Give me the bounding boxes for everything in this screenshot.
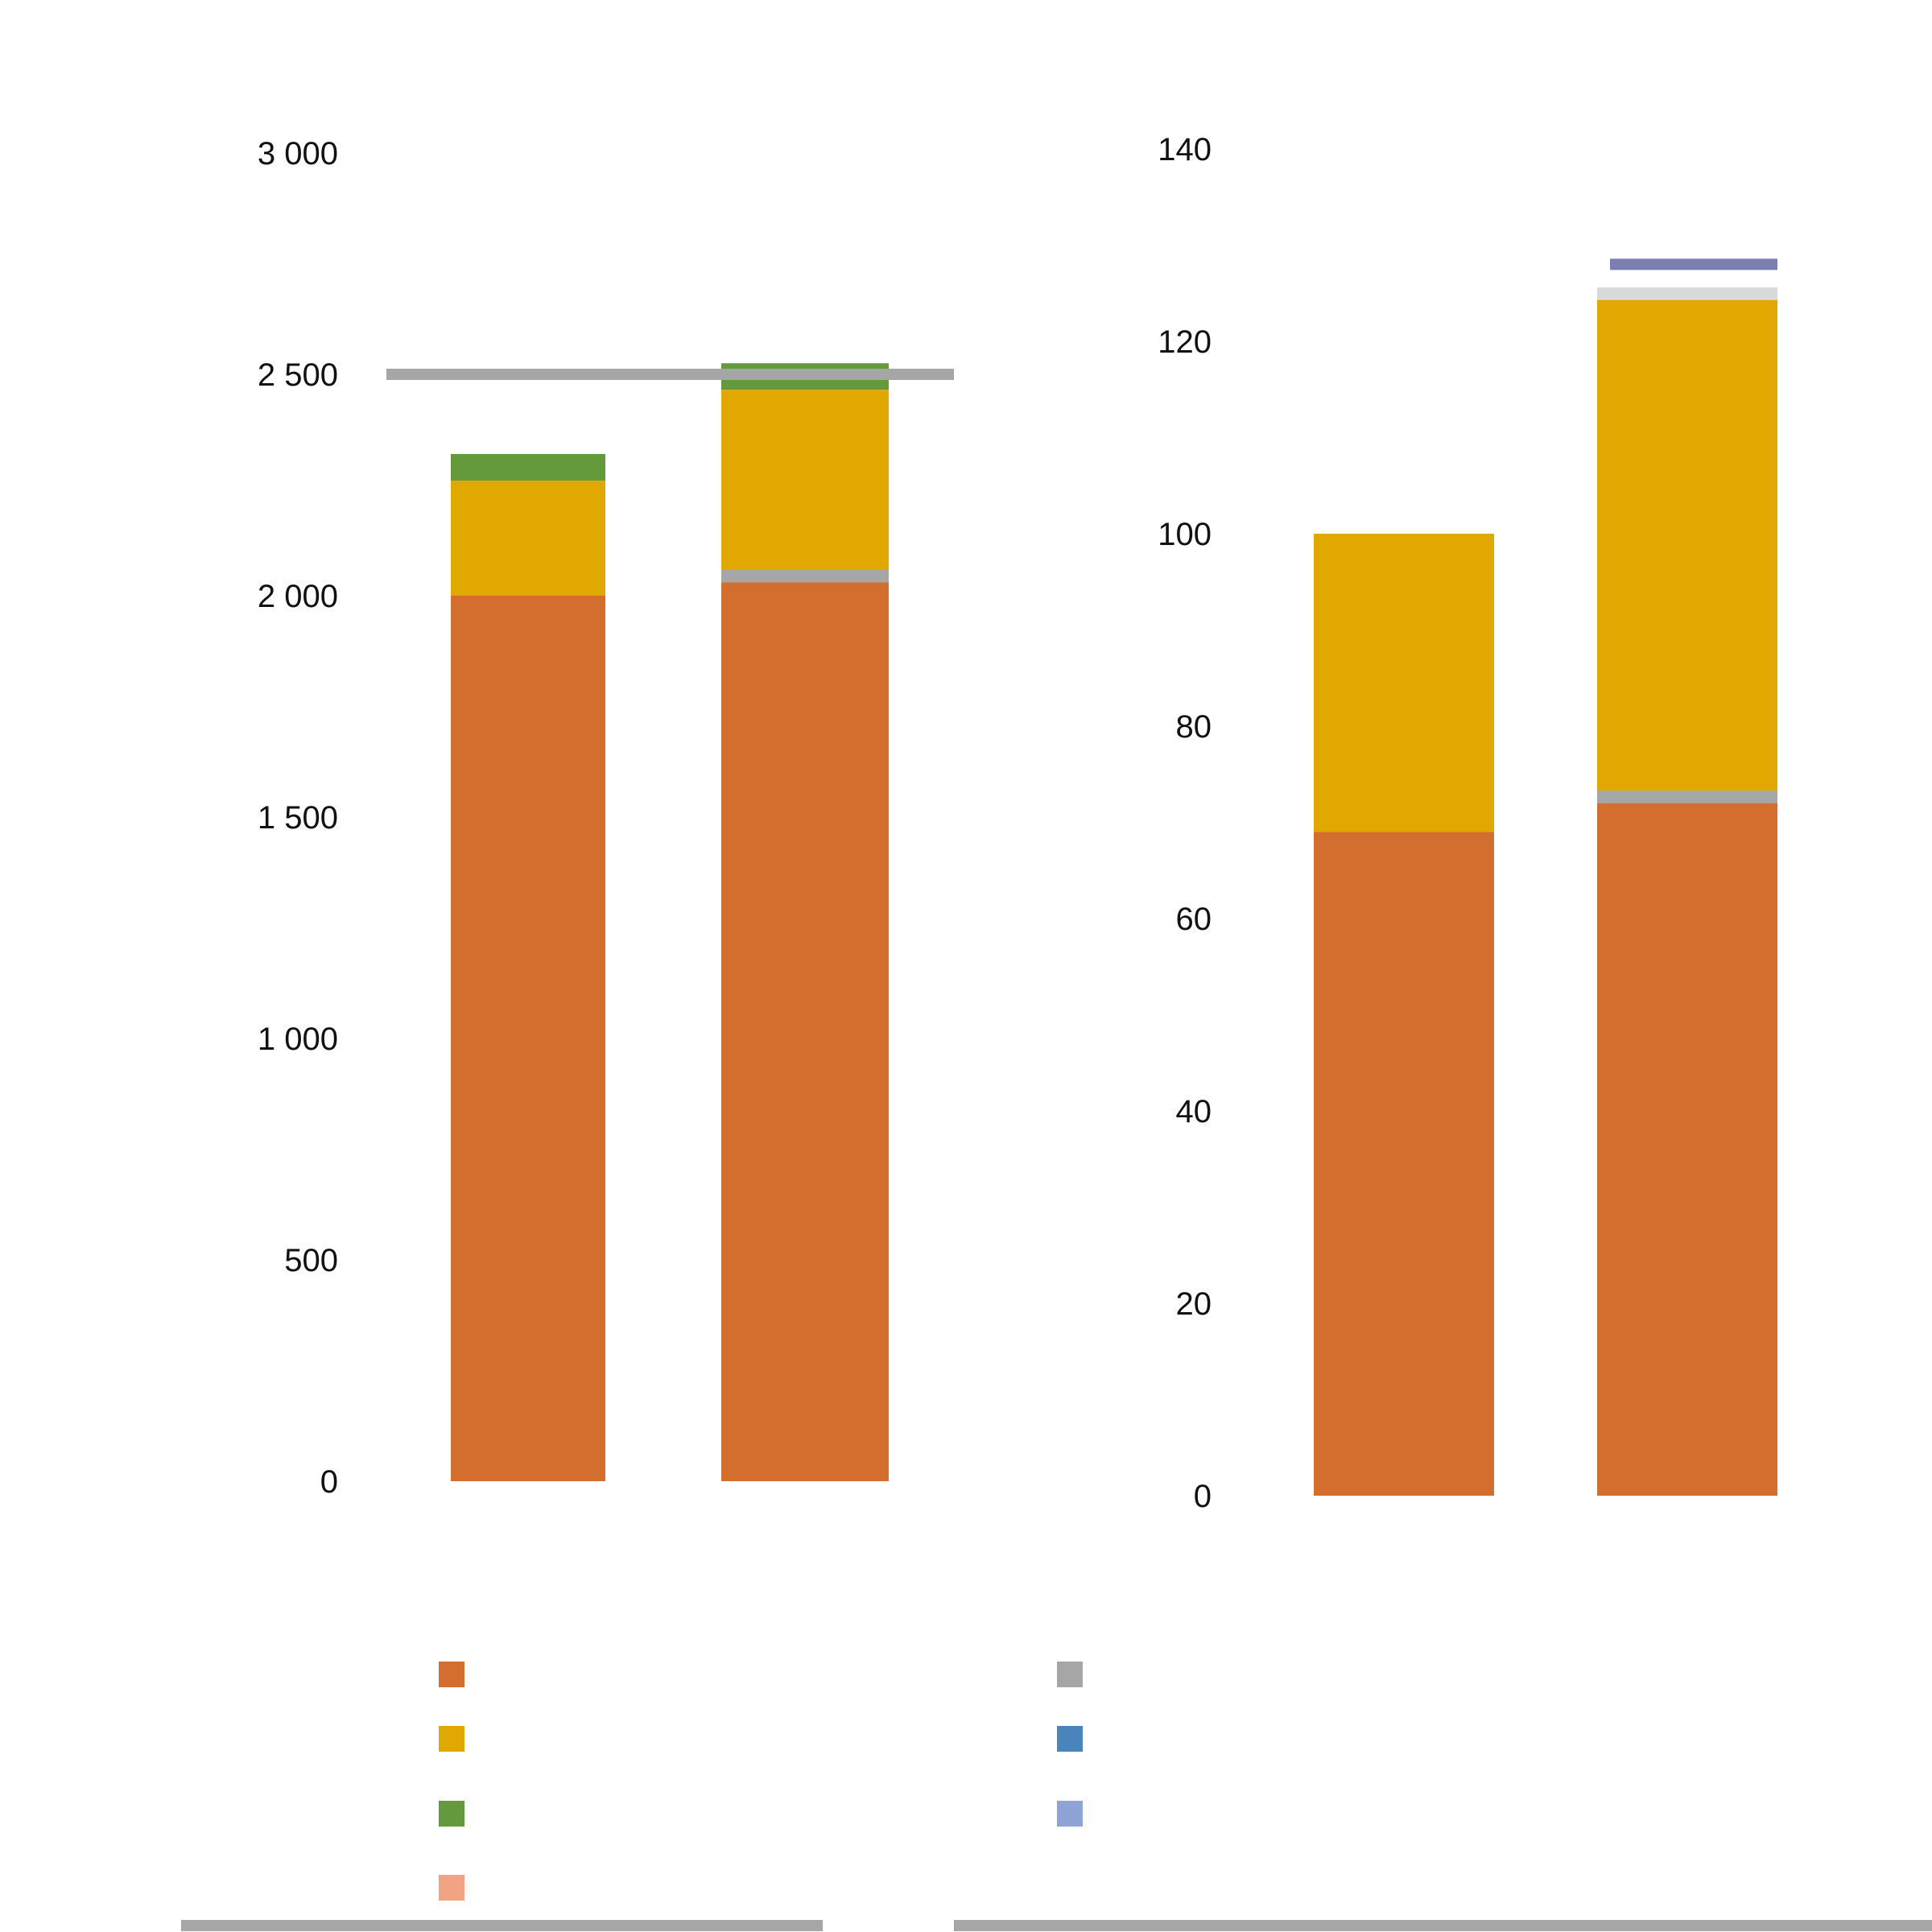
right-bar-segment-1-3 <box>1314 534 1494 832</box>
right-bar-segment-2-2 <box>1597 791 1777 803</box>
left-bar-segment-2-2 <box>721 569 889 583</box>
right-bar-segment-1-1 <box>1314 832 1494 1496</box>
legend-swatch-7 <box>1057 1801 1083 1827</box>
left-bar-segment-2-1 <box>721 582 889 1481</box>
right-y-tick-label: 120 <box>1158 324 1212 360</box>
left-y-tick-label: 0 <box>320 1464 338 1500</box>
left-y-tick-label: 1 500 <box>258 800 338 836</box>
left-bar-segment-1-1 <box>451 596 605 1481</box>
legend-swatch-2 <box>439 1726 464 1752</box>
right-y-tick-label: 40 <box>1176 1094 1212 1129</box>
right-y-tick-label: 60 <box>1176 902 1212 937</box>
right-y-tick-label: 0 <box>1194 1479 1212 1514</box>
right-bar-segment-2-3 <box>1597 299 1777 791</box>
right-y-tick-label: 20 <box>1176 1286 1212 1322</box>
legend-swatch-5 <box>1057 1662 1083 1687</box>
left-y-tick-label: 500 <box>284 1243 338 1278</box>
legend-swatch-6 <box>1057 1726 1083 1752</box>
left-bar-segment-2-3 <box>721 390 889 569</box>
right-y-tick-label: 100 <box>1158 517 1212 552</box>
legend-swatch-4 <box>439 1875 464 1901</box>
legend-swatch-1 <box>439 1662 464 1687</box>
right-bar-segment-2-4 <box>1597 287 1777 300</box>
left-y-tick-label: 2 500 <box>258 357 338 393</box>
right-y-tick-label: 140 <box>1158 132 1212 167</box>
left-bar-segment-1-4 <box>451 454 605 481</box>
left-y-tick-label: 1 000 <box>258 1022 338 1057</box>
left-y-tick-label: 2 000 <box>258 579 338 614</box>
legend-swatch-3 <box>439 1801 464 1827</box>
left-bar-segment-1-3 <box>451 481 605 596</box>
left-y-tick-label: 3 000 <box>258 136 338 171</box>
right-y-tick-label: 80 <box>1176 709 1212 745</box>
right-bar-segment-2-1 <box>1597 803 1777 1496</box>
